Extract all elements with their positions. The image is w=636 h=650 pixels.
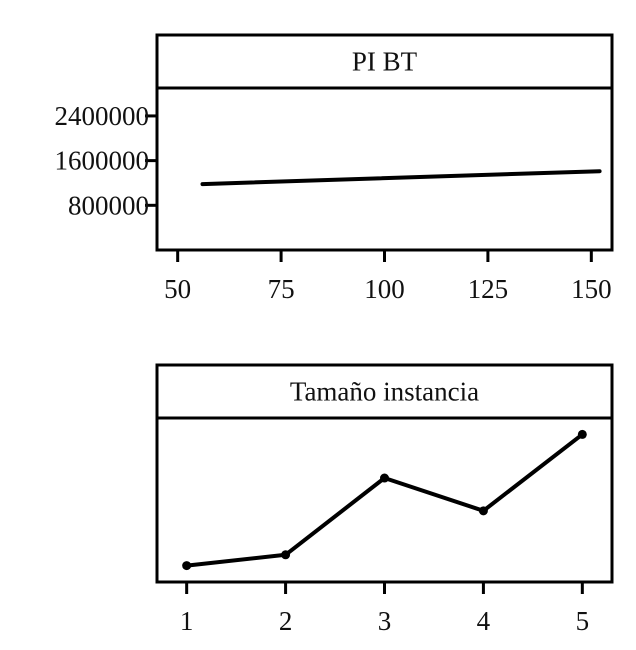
data-point: [281, 550, 291, 560]
y-tick-label: 800000: [68, 190, 149, 220]
x-tick-label: 1: [180, 606, 194, 636]
panel-strip: [155, 363, 614, 420]
data-point: [380, 473, 389, 483]
series-line: [200, 169, 602, 187]
data-point: [478, 506, 488, 516]
panel-tamano-instancia: Tamaño instancia 1 2 3 4 5: [155, 363, 614, 636]
panel-title: Tamaño instancia: [290, 377, 479, 407]
x-tick-label: 75: [268, 274, 295, 304]
data-point: [577, 429, 587, 439]
y-tick-label: 1600000: [55, 146, 150, 176]
x-tick-label: 50: [164, 274, 191, 304]
x-tick-label: 5: [576, 606, 590, 636]
panel-strip: [155, 33, 614, 90]
x-tick-label: 2: [279, 606, 293, 636]
series-line: [184, 432, 585, 568]
data-point: [182, 561, 192, 571]
x-tick-label: 150: [571, 274, 612, 304]
x-tick-label: 125: [468, 274, 509, 304]
panel-title: PI BT: [352, 47, 418, 77]
x-tick-label: 3: [378, 606, 392, 636]
x-tick-label: 4: [477, 606, 491, 636]
y-tick-label: 2400000: [55, 101, 150, 131]
panel-pi-bt: PI BT 50 75 100 125 150 800000 1600000 2400000: [55, 33, 614, 304]
x-tick-label: 100: [364, 274, 405, 304]
